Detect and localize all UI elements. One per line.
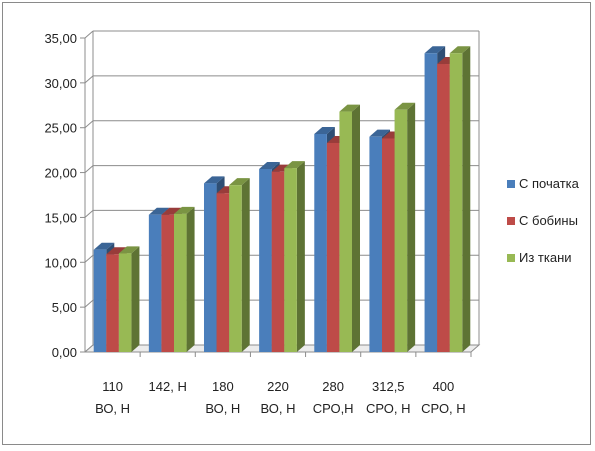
bar-top bbox=[424, 46, 446, 54]
gridline-depth bbox=[84, 299, 94, 308]
bar-side bbox=[186, 206, 195, 352]
bar bbox=[118, 246, 140, 352]
legend-swatch bbox=[507, 254, 515, 262]
bar-top bbox=[394, 102, 416, 110]
bar-top bbox=[259, 161, 280, 169]
legend-label: С початка bbox=[519, 176, 580, 191]
bar-side bbox=[296, 161, 305, 352]
bar-front bbox=[326, 142, 340, 352]
y-tick-label: 35,00 bbox=[44, 31, 77, 46]
bar bbox=[339, 104, 361, 353]
bar-front bbox=[161, 214, 175, 352]
gridline-depth bbox=[84, 165, 94, 173]
bar-top bbox=[93, 242, 115, 250]
y-tick-label: 15,00 bbox=[44, 210, 77, 225]
x-tick-label: 280 bbox=[322, 379, 344, 394]
bar-top bbox=[369, 129, 390, 137]
y-tick-label: 5,00 bbox=[52, 300, 77, 315]
bar-front bbox=[174, 213, 187, 352]
y-tick-label: 30,00 bbox=[44, 76, 77, 91]
x-tick-label: ВО, Н bbox=[261, 401, 296, 416]
y-tick-label: 10,00 bbox=[44, 255, 77, 270]
bar-front bbox=[369, 136, 382, 352]
bar-top bbox=[203, 176, 225, 184]
bar bbox=[174, 206, 195, 352]
bar-front bbox=[314, 133, 327, 352]
bar bbox=[449, 46, 471, 352]
gridline-depth bbox=[84, 75, 94, 84]
legend-swatch bbox=[507, 217, 515, 225]
bar-front bbox=[271, 171, 285, 352]
bar-side bbox=[131, 246, 140, 352]
chart-frame: 0,00 5,00 10,00 15,00 20,00 25,00 30,00 35,00 1… bbox=[2, 2, 591, 445]
bar-front bbox=[437, 64, 450, 352]
bar-front bbox=[216, 193, 230, 352]
legend-label: С бобины bbox=[519, 213, 578, 228]
x-tick-label: 110 bbox=[102, 379, 123, 394]
bar-chart: 0,00 5,00 10,00 15,00 20,00 25,00 30,00 35,00 1… bbox=[44, 30, 580, 416]
legend-label: Из ткани bbox=[519, 250, 572, 265]
y-tick-label: 0,00 bbox=[52, 345, 77, 360]
bar-side bbox=[352, 104, 361, 353]
gridline-depth bbox=[84, 30, 94, 39]
bar-front bbox=[424, 53, 438, 352]
bar-top bbox=[339, 104, 361, 112]
gridline-depth bbox=[84, 254, 94, 263]
bar-front bbox=[229, 185, 242, 352]
bar-side bbox=[407, 102, 416, 353]
bar-side bbox=[462, 46, 471, 352]
bar-top bbox=[148, 207, 170, 215]
x-tick-label: 220 bbox=[267, 379, 289, 394]
y-tick-label: 20,00 bbox=[44, 166, 77, 181]
bar-top bbox=[174, 206, 195, 214]
bar-layer bbox=[93, 46, 471, 353]
bar-front bbox=[284, 168, 297, 352]
bar-top bbox=[161, 207, 183, 215]
bar bbox=[229, 178, 250, 352]
bar-front bbox=[449, 53, 463, 352]
x-tick-label: 400 bbox=[433, 379, 455, 394]
bar-side bbox=[241, 178, 250, 352]
x-tick-label: 312,5 bbox=[372, 379, 405, 394]
bar-top bbox=[118, 246, 140, 254]
axis-layer: 0,00 5,00 10,00 15,00 20,00 25,00 30,00 35,00 bbox=[44, 31, 472, 360]
bar-front bbox=[148, 214, 162, 352]
bar-front bbox=[339, 111, 353, 353]
legend-swatch bbox=[507, 180, 515, 188]
bar-front bbox=[381, 138, 395, 352]
bar-front bbox=[394, 109, 408, 353]
bar-top bbox=[314, 126, 335, 134]
x-tick-label: СРО,Н bbox=[313, 401, 354, 416]
bar-top bbox=[284, 161, 305, 169]
y-tick-label: 25,00 bbox=[44, 121, 77, 136]
x-tick-label: ВО, Н bbox=[205, 401, 240, 416]
x-tick-label: СРО, Н bbox=[366, 401, 411, 416]
bar bbox=[284, 161, 305, 352]
bar-front bbox=[118, 253, 132, 352]
bar-front bbox=[106, 254, 119, 352]
x-tick-label: 142, Н bbox=[149, 379, 187, 394]
x-tick-labels: 110 ВО, Н 142, Н 180 ВО, Н 220 ВО, Н 280 СРО,Н 31… bbox=[95, 379, 466, 416]
legend: С початка С бобины Из ткани bbox=[507, 176, 580, 265]
bar-top bbox=[106, 247, 127, 255]
x-tick-label: СРО, Н bbox=[421, 401, 466, 416]
x-tick-label: ВО, Н bbox=[95, 401, 130, 416]
gridline-depth bbox=[84, 120, 94, 129]
bar-front bbox=[259, 168, 272, 352]
bar bbox=[394, 102, 416, 353]
bar-front bbox=[203, 183, 217, 352]
bar-front bbox=[93, 249, 107, 352]
bar-top bbox=[449, 46, 471, 54]
bar-top bbox=[229, 178, 250, 186]
x-tick-label: 180 bbox=[212, 379, 234, 394]
gridline-depth bbox=[84, 210, 94, 218]
